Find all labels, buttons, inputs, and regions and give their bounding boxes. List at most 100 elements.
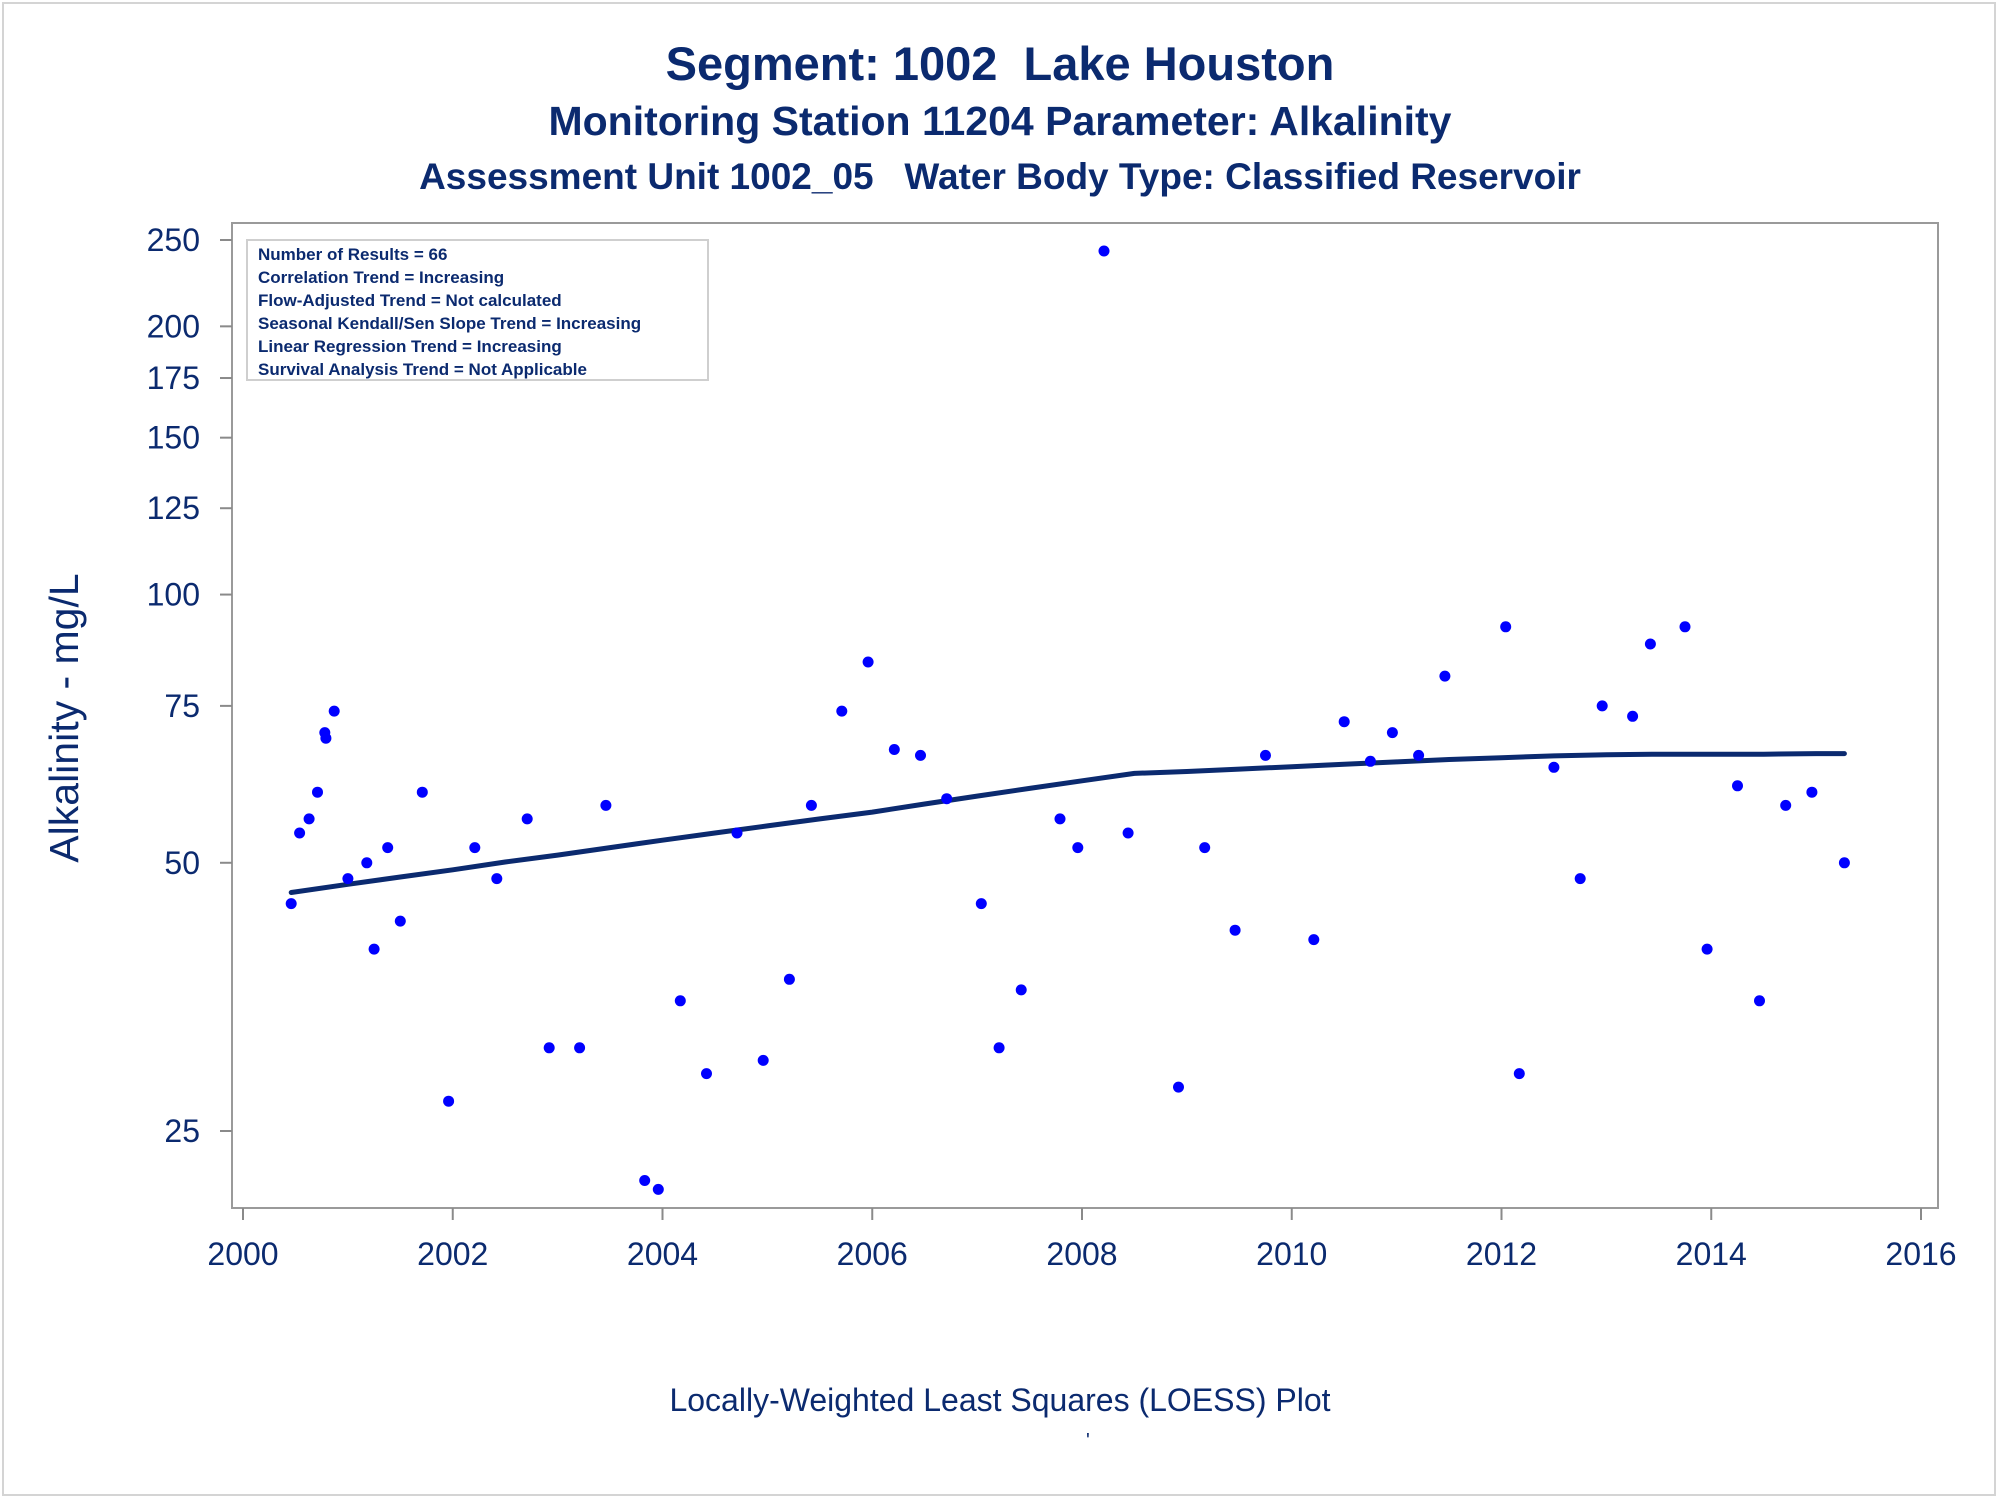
- data-point: [294, 827, 306, 839]
- data-point: [993, 1042, 1005, 1054]
- data-point: [382, 842, 394, 854]
- data-point: [757, 1054, 769, 1066]
- data-point: [491, 873, 503, 885]
- data-point: [674, 995, 686, 1007]
- x-tick-label: 2006: [837, 1236, 908, 1272]
- x-tick-label: 2016: [1885, 1236, 1956, 1272]
- y-tick-label: 100: [147, 577, 200, 613]
- data-point: [320, 732, 332, 744]
- data-point: [1439, 670, 1451, 682]
- data-point: [416, 786, 428, 798]
- data-point: [1122, 827, 1134, 839]
- y-tick-label: 75: [164, 688, 200, 724]
- data-point: [783, 973, 795, 985]
- footnote: Locally-Weighted Least Squares (LOESS) P…: [669, 1382, 1331, 1418]
- x-tick-label: 2004: [627, 1236, 698, 1272]
- data-point: [1229, 924, 1241, 936]
- stats-line: Linear Regression Trend = Increasing: [258, 337, 562, 356]
- stats-box: Number of Results = 66 Correlation Trend …: [246, 239, 709, 381]
- data-point: [1780, 799, 1792, 811]
- loess-line: [288, 751, 1847, 895]
- data-point: [543, 1042, 555, 1054]
- stats-line: Correlation Trend = Increasing: [258, 268, 504, 287]
- x-tick-label: 2008: [1046, 1236, 1117, 1272]
- data-point: [1199, 842, 1211, 854]
- data-point: [888, 744, 900, 755]
- data-point: [1754, 995, 1765, 1007]
- data-point: [1679, 621, 1691, 633]
- data-point: [312, 786, 323, 798]
- y-tick-label: 175: [147, 360, 200, 396]
- data-point: [1015, 984, 1027, 996]
- data-point: [1806, 786, 1818, 798]
- data-point: [1644, 638, 1656, 650]
- chart-subtitle: Monitoring Station 11204 Parameter: Alka…: [548, 98, 1452, 144]
- data-point: [1732, 780, 1743, 792]
- data-point: [521, 813, 533, 825]
- data-point: [574, 1042, 586, 1054]
- y-tick-label: 200: [147, 308, 200, 344]
- stats-line: Seasonal Kendall/Sen Slope Trend = Incre…: [258, 314, 641, 333]
- data-point: [342, 873, 354, 885]
- data-point: [285, 898, 297, 910]
- footnote-mark: ': [1086, 1430, 1092, 1452]
- data-point: [1308, 934, 1320, 946]
- data-point: [1701, 943, 1713, 955]
- y-tick-label: 25: [164, 1113, 200, 1149]
- data-point: [1513, 1068, 1525, 1080]
- data-point: [836, 705, 848, 717]
- x-tick-label: 2010: [1256, 1236, 1327, 1272]
- data-point: [368, 943, 380, 955]
- stats-line: Flow-Adjusted Trend = Not calculated: [258, 291, 562, 310]
- y-tick-label: 125: [147, 490, 200, 526]
- data-point: [639, 1175, 651, 1186]
- x-tick-label: 2014: [1676, 1236, 1747, 1272]
- loess-layer: [288, 751, 1847, 895]
- data-point: [701, 1068, 712, 1080]
- data-point: [600, 799, 612, 811]
- data-point: [1596, 700, 1608, 712]
- data-point: [1413, 749, 1425, 761]
- x-tick-label: 2002: [417, 1236, 488, 1272]
- data-point: [1173, 1081, 1184, 1093]
- data-point: [394, 915, 406, 927]
- chart-title: Segment: 1002 Lake Houston: [665, 37, 1335, 90]
- data-point: [941, 793, 953, 805]
- data-point: [1386, 727, 1398, 739]
- y-tick-label: 250: [147, 222, 200, 258]
- y-axis-label: Alkalinity - mg/L: [41, 573, 87, 862]
- data-point: [862, 656, 874, 668]
- y-axis: 25 50 75 100 125 150 175 200 250: [147, 222, 232, 1149]
- data-point: [915, 749, 926, 761]
- data-point: [1838, 857, 1850, 869]
- data-point: [1072, 842, 1084, 854]
- x-tick-label: 2000: [207, 1236, 278, 1272]
- data-point: [731, 827, 743, 839]
- data-point: [1098, 245, 1110, 257]
- stats-line: Survival Analysis Trend = Not Applicable: [258, 360, 587, 379]
- data-point: [652, 1183, 664, 1195]
- data-point: [443, 1095, 455, 1107]
- x-tick-label: 2012: [1466, 1236, 1537, 1272]
- x-axis: 2000 2002 2004 2006 2008 2010 2012 2014 2016: [207, 1208, 1957, 1272]
- data-point: [1500, 621, 1512, 633]
- data-point: [1260, 749, 1271, 761]
- stats-box-border: [246, 239, 709, 381]
- y-tick-label: 50: [164, 845, 200, 881]
- data-point: [975, 898, 987, 910]
- plot-area: [231, 222, 1939, 1209]
- data-point: [1054, 813, 1066, 825]
- y-tick-label: 150: [147, 420, 200, 456]
- data-point: [1574, 873, 1586, 885]
- data-point: [303, 813, 315, 825]
- data-point: [328, 705, 340, 717]
- data-point: [469, 842, 481, 854]
- chart-subtitle-2: Assessment Unit 1002_05 Water Body Type:…: [419, 156, 1581, 197]
- data-point: [1364, 755, 1376, 767]
- data-point: [1548, 761, 1560, 773]
- points-layer: [285, 245, 1850, 1195]
- stats-line: Number of Results = 66: [258, 245, 447, 264]
- data-point: [1627, 710, 1639, 722]
- data-point: [1338, 716, 1350, 728]
